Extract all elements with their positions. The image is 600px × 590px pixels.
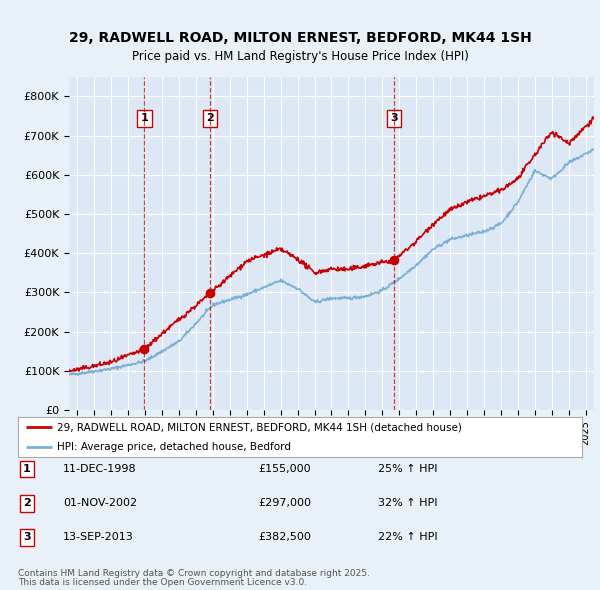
Text: 13-SEP-2013: 13-SEP-2013 xyxy=(63,533,134,542)
Text: 29, RADWELL ROAD, MILTON ERNEST, BEDFORD, MK44 1SH (detached house): 29, RADWELL ROAD, MILTON ERNEST, BEDFORD… xyxy=(58,422,463,432)
Text: £382,500: £382,500 xyxy=(258,533,311,542)
Text: £155,000: £155,000 xyxy=(258,464,311,474)
Text: £297,000: £297,000 xyxy=(258,499,311,508)
Text: This data is licensed under the Open Government Licence v3.0.: This data is licensed under the Open Gov… xyxy=(18,578,307,588)
Text: 2: 2 xyxy=(23,499,31,508)
Text: 3: 3 xyxy=(23,533,31,542)
Text: 01-NOV-2002: 01-NOV-2002 xyxy=(63,499,137,508)
Text: 32% ↑ HPI: 32% ↑ HPI xyxy=(378,499,437,508)
Text: Price paid vs. HM Land Registry's House Price Index (HPI): Price paid vs. HM Land Registry's House … xyxy=(131,50,469,63)
Text: 11-DEC-1998: 11-DEC-1998 xyxy=(63,464,137,474)
Text: 2: 2 xyxy=(206,113,214,123)
Text: Contains HM Land Registry data © Crown copyright and database right 2025.: Contains HM Land Registry data © Crown c… xyxy=(18,569,370,578)
Text: 22% ↑ HPI: 22% ↑ HPI xyxy=(378,533,437,542)
Text: 29, RADWELL ROAD, MILTON ERNEST, BEDFORD, MK44 1SH: 29, RADWELL ROAD, MILTON ERNEST, BEDFORD… xyxy=(68,31,532,45)
Text: 1: 1 xyxy=(23,464,31,474)
Text: 25% ↑ HPI: 25% ↑ HPI xyxy=(378,464,437,474)
Text: HPI: Average price, detached house, Bedford: HPI: Average price, detached house, Bedf… xyxy=(58,442,292,452)
Text: 3: 3 xyxy=(391,113,398,123)
Text: 1: 1 xyxy=(140,113,148,123)
